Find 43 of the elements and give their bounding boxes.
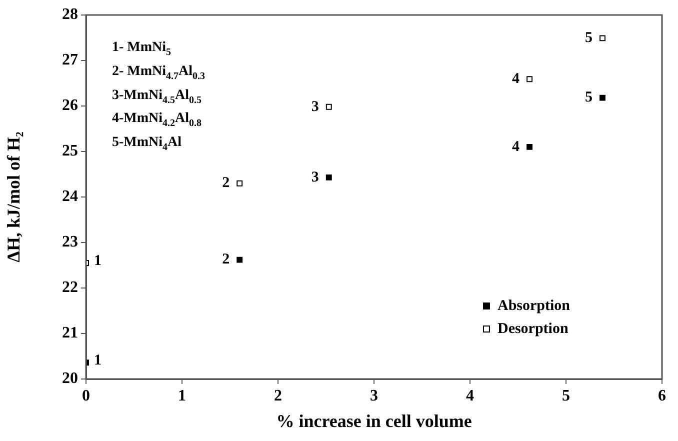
x-axis-title: % increase in cell volume [276, 410, 472, 431]
x-tick-label: 1 [178, 388, 186, 405]
point [236, 180, 243, 186]
annotation: 2 [222, 175, 230, 192]
annotation: 2- MmNi$_{4.7}$Al$_{0.3}$ [112, 62, 206, 84]
annotation: 5 [584, 90, 592, 106]
annotation: 5-MmNi$_{4}$Al [112, 134, 183, 155]
x-tick-label: 5 [562, 388, 570, 405]
y-tick-label: 22 [62, 279, 78, 296]
y-tick-label: 21 [62, 324, 78, 342]
legend-label: Absorption [497, 298, 571, 314]
annotation: 4 [512, 138, 520, 155]
annotation: 1 [94, 352, 102, 368]
y-axis-title: ΔH, kJ/mol of H₂ [3, 132, 24, 262]
point [600, 35, 606, 42]
annotation: 3 [311, 169, 319, 186]
x-tick-label: 4 [466, 388, 474, 405]
annotation: 1- MmNi$_{5}$ [112, 39, 172, 60]
point [236, 256, 243, 263]
point [326, 174, 332, 180]
legend-label: Desorption [497, 320, 569, 337]
annotation: 2 [222, 252, 230, 268]
annotation: 4-MmNi$_{4.2}$Al$_{0.8}$ [112, 110, 203, 132]
point [326, 104, 332, 110]
y-tick-label: 23 [62, 234, 78, 251]
annotation: 5 [584, 30, 592, 46]
y-tick-label: 26 [62, 97, 78, 114]
y-tick-label: 28 [62, 6, 78, 24]
annotation: 3-MmNi$_{4.5}$Al$_{0.5}$ [112, 86, 203, 108]
y-tick-label: 25 [62, 142, 78, 160]
point [600, 94, 606, 101]
x-tick-label: 3 [370, 388, 378, 405]
x-tick-label: 0 [82, 388, 90, 405]
point [526, 144, 532, 150]
annotation: 3 [311, 98, 319, 115]
annotation: 4 [512, 71, 520, 88]
y-tick-label: 20 [62, 370, 78, 388]
x-tick-label: 6 [658, 388, 666, 405]
y-tick-label: 24 [62, 188, 78, 206]
annotation: 1 [94, 252, 102, 269]
y-tick-label: 27 [62, 52, 78, 69]
x-tick-label: 2 [274, 388, 282, 405]
point [526, 76, 532, 82]
